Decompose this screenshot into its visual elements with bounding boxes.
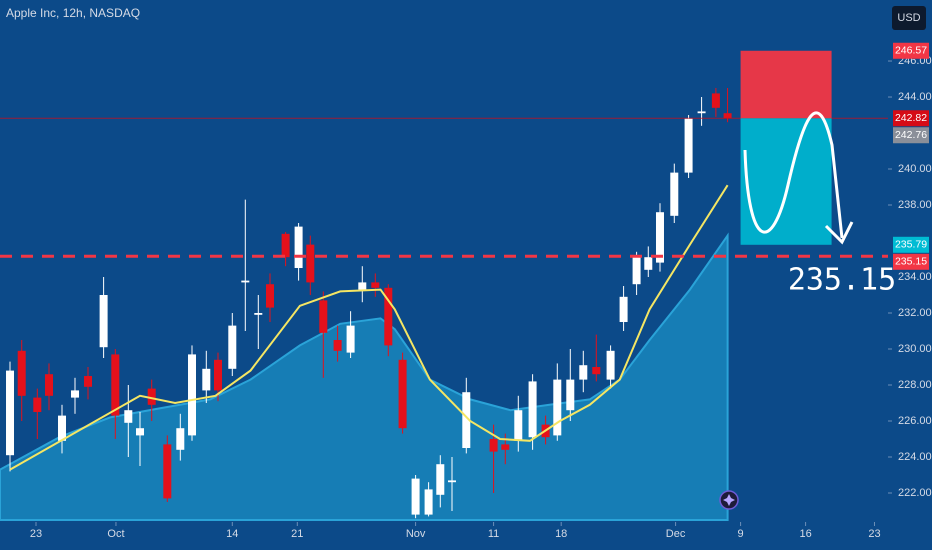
candle-body (228, 325, 237, 369)
y-tick-label: 244.00 (898, 91, 932, 103)
candle-body (33, 397, 42, 413)
candle-body (424, 489, 433, 515)
candle-body (514, 410, 523, 441)
candle-body (214, 359, 223, 391)
candle-body (294, 226, 303, 269)
x-tick-label: 23 (868, 528, 880, 540)
candle-body (619, 296, 628, 323)
candle-body (241, 280, 250, 283)
x-tick-label: Nov (406, 528, 426, 540)
candle-body (358, 282, 367, 290)
price-label: 235.15 (895, 256, 927, 268)
candle-body (723, 113, 732, 119)
y-tick-label: 222.00 (898, 487, 932, 499)
price-label: 246.57 (895, 45, 927, 57)
candle-body (644, 257, 653, 270)
forecast-arrowhead (824, 221, 854, 245)
target-annotation: 235.15 (788, 263, 896, 298)
x-tick-label: 9 (738, 528, 744, 540)
candle-body (84, 376, 93, 387)
price-label-bg (893, 42, 929, 59)
x-tick-label: 21 (291, 528, 303, 540)
y-tick-label: 238.00 (898, 199, 932, 211)
chart-title: Apple Inc, 12h, NASDAQ (6, 6, 140, 20)
candle-body (632, 257, 641, 285)
candle-body (670, 172, 679, 216)
x-tick-label: 14 (226, 528, 238, 540)
candle-body (489, 439, 498, 452)
candle-body (684, 118, 693, 173)
price-label-bg (893, 236, 929, 253)
x-tick-label: Dec (666, 528, 686, 540)
x-tick-label: 16 (799, 528, 811, 540)
candle-body (462, 392, 471, 449)
plot-area (0, 50, 888, 521)
y-tick-label: 228.00 (898, 379, 932, 391)
y-tick-label: 226.00 (898, 415, 932, 427)
target-box (740, 118, 832, 245)
candle-body (147, 388, 156, 405)
currency-button[interactable] (892, 6, 926, 30)
candle-body (163, 444, 172, 499)
forecast-curve (743, 111, 844, 239)
candle-body (266, 284, 275, 308)
candle-body (281, 233, 290, 258)
price-label-bg (893, 110, 929, 127)
candle-body (501, 444, 510, 450)
price-label: 235.79 (895, 239, 927, 251)
candle-body (124, 410, 133, 423)
candle-body (306, 244, 315, 283)
candle-body (333, 340, 342, 351)
price-label: 242.82 (895, 112, 927, 124)
candle-body (99, 295, 108, 348)
ma-line (9, 184, 729, 471)
y-tick-label: 230.00 (898, 343, 932, 355)
assistant-icon-star (723, 494, 735, 506)
candle-body (447, 480, 456, 483)
candle-body (606, 350, 615, 380)
price-axis: 23 Oct 14 21 Nov 11 18 Dec 9 16 23 222.00 224.00 226.… (30, 42, 932, 540)
stop-box (740, 50, 832, 119)
candle-body (711, 93, 720, 108)
x-tick-label: Oct (107, 528, 124, 540)
candle-body (6, 370, 15, 456)
candle-body (398, 359, 407, 429)
x-tick-label: 23 (30, 528, 42, 540)
candle-body (528, 381, 537, 438)
candle-body (202, 368, 211, 391)
x-tick-label: 18 (555, 528, 567, 540)
candle-body (319, 300, 328, 333)
candle-body (136, 428, 145, 436)
candle-body (566, 379, 575, 411)
candle-body (58, 415, 67, 441)
price-label-bg (893, 127, 929, 144)
y-tick-label: 240.00 (898, 163, 932, 175)
candle-body (254, 313, 263, 315)
x-tick-label: 11 (488, 528, 499, 540)
currency-label: USD (897, 12, 920, 24)
candle-body (553, 379, 562, 436)
y-tick-label: 232.00 (898, 307, 932, 319)
candle-body (188, 354, 197, 436)
candle-body (371, 282, 380, 288)
y-tick-label: 224.00 (898, 451, 932, 463)
candle-body (71, 390, 80, 398)
price-label-bg (893, 253, 929, 270)
candle-body (45, 374, 54, 396)
candle-body (346, 325, 355, 353)
candle-body (384, 287, 393, 346)
candle-body (655, 212, 664, 263)
candle-body (176, 428, 185, 450)
candle-body (17, 350, 26, 396)
candle-body (579, 365, 588, 380)
candle-body (697, 111, 706, 114)
candle-body (411, 478, 420, 515)
y-tick-label: 234.00 (898, 271, 932, 283)
price-label: 242.76 (895, 129, 927, 141)
candle-body (592, 367, 601, 375)
candle-body (111, 354, 120, 416)
candle-body (436, 464, 445, 495)
